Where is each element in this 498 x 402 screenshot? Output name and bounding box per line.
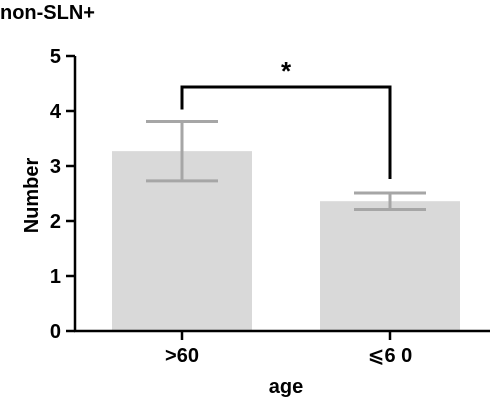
y-tick-label: 4: [50, 101, 62, 123]
x-tick-label: >60: [165, 345, 199, 367]
significance-star: *: [281, 56, 292, 86]
significance-layer: *: [180, 56, 392, 179]
error-bars-layer: [146, 119, 426, 211]
y-tick-label: 3: [50, 156, 61, 178]
bar: [320, 201, 460, 331]
y-tick-label: 1: [50, 266, 61, 288]
y-tick-label: 2: [50, 211, 61, 233]
significance-bracket: [180, 85, 392, 179]
x-tick-label: ⩽6 0: [368, 345, 413, 367]
y-tick-label: 0: [50, 321, 61, 343]
x-axis-label: age: [269, 376, 303, 398]
ticks-layer: 0 1 2 3 4 5 >60 ⩽6 0: [50, 46, 412, 367]
axes-layer: Number age: [21, 56, 490, 398]
y-tick-label: 5: [50, 46, 61, 68]
y-axis-label: Number: [21, 158, 43, 234]
chart-title: non-SLN+: [0, 2, 95, 24]
bars-layer: [112, 151, 460, 331]
